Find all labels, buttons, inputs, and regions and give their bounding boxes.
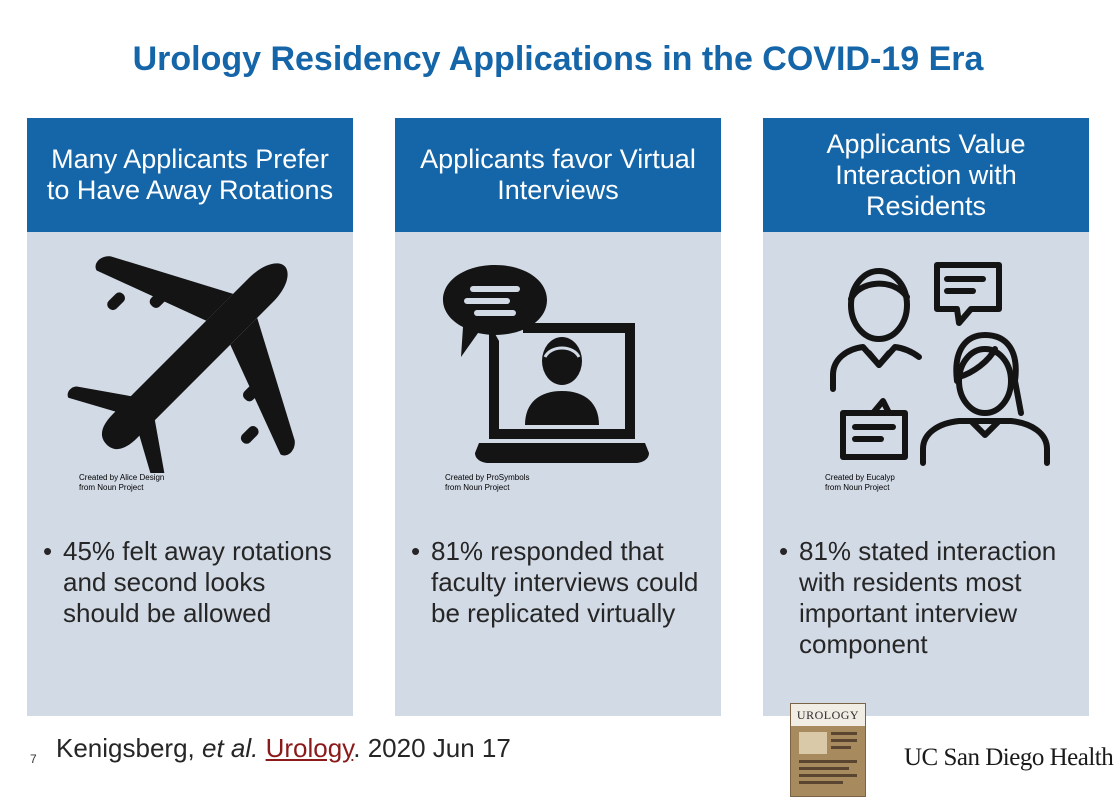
citation: Kenigsberg, et al. Urology. 2020 Jun 17 [56,733,511,764]
bullet-dot: • [43,536,53,566]
icon-credit: Created by Eucalyp from Noun Project [825,473,895,492]
card-virtual-interviews: Applicants favor Virtual Interviews Crea… [395,118,721,716]
page-number: 7 [30,752,37,766]
video-call-icon [443,265,649,463]
airplane-icon [67,256,295,473]
journal-cover-image: UROLOGY [790,703,866,797]
citation-author: Kenigsberg, [56,733,202,763]
brand-logo: UC San Diego Health [904,744,1114,771]
bullet-text: 81% responded that faculty interviews co… [431,536,699,628]
cover-strip [791,704,865,726]
cover-decoration [799,732,857,784]
card-bullet: • 81% responded that faculty interviews … [411,536,716,629]
conversation-icon [830,262,1050,466]
card-header: Applicants favor Virtual Interviews [395,118,721,232]
icon-credit: Created by ProSymbols from Noun Project [445,473,530,492]
bullet-dot: • [411,536,421,566]
bullet-text: 81% stated interaction with residents mo… [799,536,1057,659]
citation-date: . 2020 Jun 17 [353,733,511,763]
card-bullet: • 81% stated interaction with residents … [779,536,1084,660]
citation-etal: et al. [201,733,259,763]
citation-journal-link[interactable]: Urology [265,733,354,763]
card-bullet: • 45% felt away rotations and second loo… [43,536,348,629]
card-header: Applicants Value Interaction with Reside… [763,118,1089,232]
card-resident-interaction: Applicants Value Interaction with Reside… [763,118,1089,716]
card-header: Many Applicants Prefer to Have Away Rota… [27,118,353,232]
bullet-dot: • [779,536,789,566]
slide-title: Urology Residency Applications in the CO… [132,40,984,78]
icon-credit: Created by Alice Design from Noun Projec… [79,473,165,492]
journal-cover-title: UROLOGY [796,708,860,722]
bullet-text: 45% felt away rotations and second looks… [63,536,332,628]
card-away-rotations: Many Applicants Prefer to Have Away Rota… [27,118,353,716]
